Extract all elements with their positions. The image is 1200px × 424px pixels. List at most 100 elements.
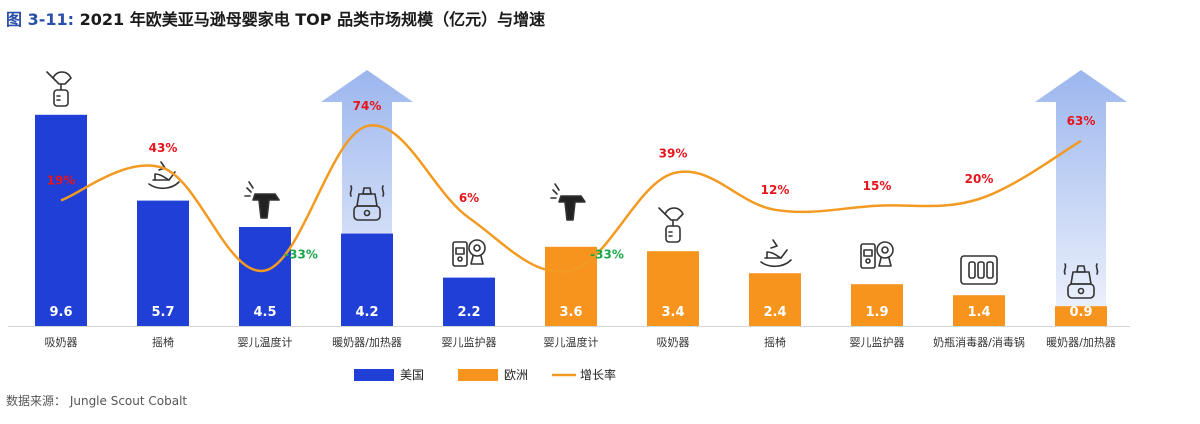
bar-value-label: 2.2: [457, 305, 480, 320]
icon-part: [770, 239, 778, 249]
icon-part: [876, 241, 894, 259]
icon-part: [154, 173, 170, 181]
icon-part: [353, 205, 381, 221]
bar-value-label: 0.9: [1069, 305, 1092, 320]
chart-title: 图 3-11: 2021 年欧美亚马逊母婴家电 TOP 品类市场规模（亿元）与增…: [6, 6, 545, 30]
bar-value-label: 3.4: [661, 305, 684, 320]
baby-monitor-icon: [452, 239, 486, 267]
bar-value-label: 2.4: [763, 305, 786, 320]
growth-rate-label: 63%: [1067, 114, 1096, 128]
icon-part: [766, 251, 782, 259]
category-label: 吸奶器: [45, 335, 78, 349]
legend-label: 欧洲: [504, 368, 528, 382]
bar-eu: [647, 251, 699, 326]
data-source: 数据来源： Jungle Scout Cobalt: [6, 394, 188, 408]
icon-part: [550, 183, 560, 199]
growth-highlight-arrow: [1035, 70, 1127, 326]
chart-title-text: 2021 年欧美亚马逊母婴家电 TOP 品类市场规模（亿元）与增速: [79, 10, 546, 29]
bar-value-label: 3.6: [559, 305, 582, 320]
category-label: 暖奶器/加热器: [1046, 335, 1116, 349]
category-label: 摇椅: [764, 335, 786, 349]
category-label: 暖奶器/加热器: [332, 335, 402, 349]
category-label: 婴儿温度计: [238, 335, 293, 349]
bar-eu: [749, 273, 801, 326]
bar-value-label: 4.2: [355, 305, 378, 320]
icon-part: [252, 193, 280, 219]
bar-value-label: 1.9: [865, 305, 888, 320]
legend-swatch: [458, 369, 498, 381]
chart-title-prefix: 图 3-11:: [6, 10, 75, 29]
growth-rate-label: 15%: [863, 179, 892, 193]
icon-part: [764, 249, 788, 259]
icon-part: [46, 71, 54, 79]
growth-rate-label: 12%: [761, 183, 790, 197]
icon-part: [960, 255, 998, 285]
legend-label: 美国: [400, 368, 424, 382]
breast-pump-icon: [46, 71, 72, 107]
bar-eu: [851, 284, 903, 326]
icon-part: [53, 89, 69, 107]
icon-part: [865, 258, 871, 264]
growth-rate-label: 43%: [149, 141, 178, 155]
icon-part: [668, 231, 673, 237]
bar-value-label: 9.6: [49, 305, 72, 320]
icon-part: [468, 239, 486, 257]
growth-rate-label: 20%: [965, 172, 994, 186]
icon-part: [558, 195, 586, 221]
category-label: 吸奶器: [657, 335, 690, 349]
icon-part: [986, 261, 994, 279]
thermometer-icon: [244, 181, 280, 219]
growth-rate-line: [60, 124, 1082, 273]
icon-part: [1077, 287, 1085, 295]
bar-us: [137, 200, 189, 326]
legend-swatch: [354, 369, 394, 381]
bar-eu: [1055, 306, 1107, 326]
icon-part: [470, 255, 484, 265]
category-label: 婴儿温度计: [544, 335, 599, 349]
growth-rate-label: 19%: [47, 173, 76, 187]
icon-part: [349, 185, 385, 197]
category-label: 婴儿监护器: [850, 335, 905, 349]
icon-part: [455, 247, 465, 255]
icon-part: [977, 261, 985, 279]
icon-part: [881, 246, 889, 254]
icon-part: [473, 244, 481, 252]
icon-part: [665, 225, 681, 243]
icon-part: [968, 261, 976, 279]
legend: 美国 欧洲 增长率: [354, 367, 616, 382]
growth-rate-label: -33%: [284, 248, 318, 262]
bar-value-label: 5.7: [151, 305, 174, 320]
icon-part: [760, 259, 792, 268]
icon-part: [457, 256, 463, 262]
bar-us: [443, 277, 495, 326]
icon-part: [664, 207, 684, 221]
bottle-warmer-icon: [1063, 263, 1099, 299]
icon-part: [452, 241, 468, 267]
icon-part: [860, 243, 876, 269]
breast-pump-icon: [658, 207, 684, 243]
icon-part: [878, 257, 892, 267]
bar-value-label: 4.5: [253, 305, 276, 320]
icon-part: [244, 181, 254, 197]
growth-rate-label: 6%: [459, 191, 479, 205]
icon-part: [1067, 283, 1095, 299]
growth-rate-label: -33%: [590, 248, 624, 262]
legend-label: 增长率: [580, 367, 616, 382]
icon-part: [658, 207, 666, 215]
icon-part: [52, 71, 72, 85]
rocker-icon: [760, 239, 792, 268]
growth-rate-label: 39%: [659, 146, 688, 160]
bar-value-label: 1.4: [967, 305, 990, 320]
icon-part: [863, 249, 873, 257]
icon-part: [148, 181, 180, 190]
icon-part: [1063, 263, 1099, 275]
growth-rate-label: 74%: [353, 99, 382, 113]
category-label: 奶瓶消毒器/消毒锅: [933, 335, 1025, 349]
bar-eu: [953, 295, 1005, 326]
bottle-warmer-icon: [349, 185, 385, 221]
baby-monitor-icon: [860, 241, 894, 269]
icon-part: [363, 209, 371, 217]
bar-eu: [545, 246, 597, 326]
category-label: 摇椅: [152, 335, 174, 349]
